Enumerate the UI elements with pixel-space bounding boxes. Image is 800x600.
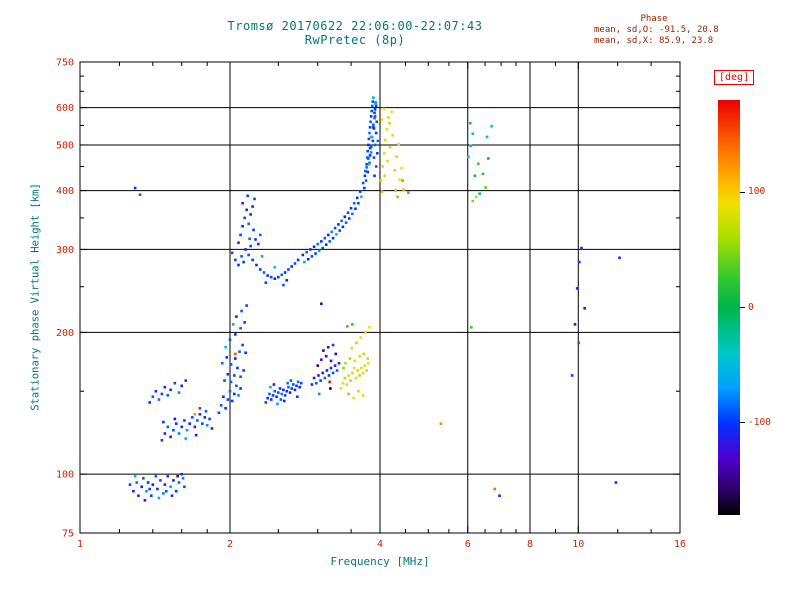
chart-title: Tromsø 20170622 22:06:00-22:07:43 (227, 19, 483, 33)
chart-subtitle: RwPretec (8p) (304, 33, 406, 47)
phase-mean-sd-o: mean, sd,O: -91.5, 20.8 (594, 25, 719, 35)
phase-mean-sd-x: mean, sd,X: 85.9, 23.8 (594, 36, 714, 46)
svg-text:500: 500 (56, 140, 74, 151)
svg-text:100: 100 (56, 470, 74, 481)
svg-text:2: 2 (227, 539, 233, 550)
svg-text:4: 4 (377, 539, 383, 550)
svg-text:16: 16 (674, 539, 686, 550)
svg-text:400: 400 (56, 186, 74, 197)
svg-text:750: 750 (56, 58, 74, 69)
svg-text:200: 200 (56, 328, 74, 339)
svg-text:300: 300 (56, 245, 74, 256)
phase-statistics-heading: Phase (640, 14, 668, 24)
svg-text:75: 75 (62, 529, 74, 540)
x-axis-label: Frequency [MHz] (330, 555, 430, 568)
svg-text:6: 6 (465, 539, 471, 550)
scatter-points (128, 96, 621, 502)
svg-text:600: 600 (56, 103, 74, 114)
colorbar-gradient (718, 100, 740, 515)
svg-text:10: 10 (572, 539, 584, 550)
svg-text:8: 8 (527, 539, 533, 550)
y-axis-label: Stationary phase Virtual Height [km] (29, 183, 42, 411)
phase-statistics: Phase mean, sd,O: -91.5, 20.8 mean, sd,X… (594, 14, 730, 47)
svg-text:1: 1 (77, 539, 83, 550)
colorbar-unit-label: [deg] (714, 70, 755, 85)
